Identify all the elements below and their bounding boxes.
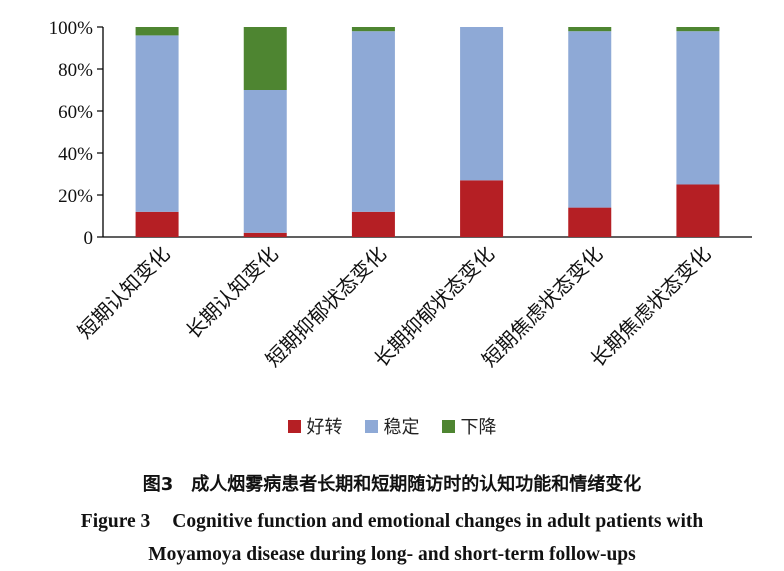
bar-segment-stable [351,31,395,212]
bar-segment-improved [135,211,179,237]
caption-en-line1: Figure 3 Cognitive function and emotional… [0,505,784,538]
bar-segment-improved [243,232,287,237]
bar-segment-declined [351,27,395,32]
bar-segment-stable [243,90,287,233]
bar-segment-improved [351,211,395,237]
figure-caption-english: Figure 3 Cognitive function and emotional… [0,505,784,571]
bar-segment-improved [568,207,612,237]
y-tick-label: 20% [58,186,93,207]
bar-segment-stable [135,35,179,212]
bar-segment-improved [460,180,504,237]
y-tick-label: 60% [58,102,93,123]
stacked-bar-chart: 0 20% 40% 60% 80% 100% 短期认知变化 长期认知变化短期抑郁状态变化长期… [49,18,752,372]
bar-segment-stable [568,31,612,208]
x-tick-label: 长期认知变化 [181,242,283,344]
legend-label-stable: 稳定 [383,417,420,438]
bar-segment-declined [568,27,612,32]
x-tick-label: 短期认知变化 [73,242,175,344]
legend-label-declined: 下降 [460,417,497,438]
y-tick-label: 80% [58,60,93,81]
legend-item-declined: 下降 [441,413,497,439]
bar-segment-stable [460,27,504,181]
legend: 好转 稳定 下降 [0,413,784,439]
caption-en-text1: Cognitive function and emotional changes… [172,511,704,532]
bar-segment-declined [135,27,179,36]
y-axis: 0 20% 40% 60% 80% 100% [49,18,104,249]
legend-item-stable: 稳定 [364,413,420,439]
bar-segment-stable [676,31,720,185]
legend-label-improved: 好转 [306,417,343,438]
caption-en-line2: Moyamoya disease during long- and short-… [148,544,636,565]
x-tick-label: 长期焦虑状态变化 [585,242,715,372]
x-tick-labels: 短期认知变化 长期认知变化短期抑郁状态变化长期抑郁状态变化短期焦虑状态变化长期焦虑… [73,242,716,372]
bar-segment-declined [676,27,720,32]
bar-segment-improved [676,184,720,237]
figure-caption-chinese: 图3 成人烟雾病患者长期和短期随访时的认知功能和情绪变化 [142,474,642,495]
legend-item-improved: 好转 [287,413,343,439]
bar-segment-declined [243,27,287,90]
y-tick-label: 40% [58,144,93,165]
legend-swatch-declined [441,419,455,433]
y-tick-label: 100% [49,18,94,39]
figure-label: Figure 3 [80,511,151,532]
y-tick-label: 0 [84,228,94,249]
legend-swatch-stable [364,419,378,433]
legend-swatch-improved [287,419,301,433]
bars [135,27,720,237]
